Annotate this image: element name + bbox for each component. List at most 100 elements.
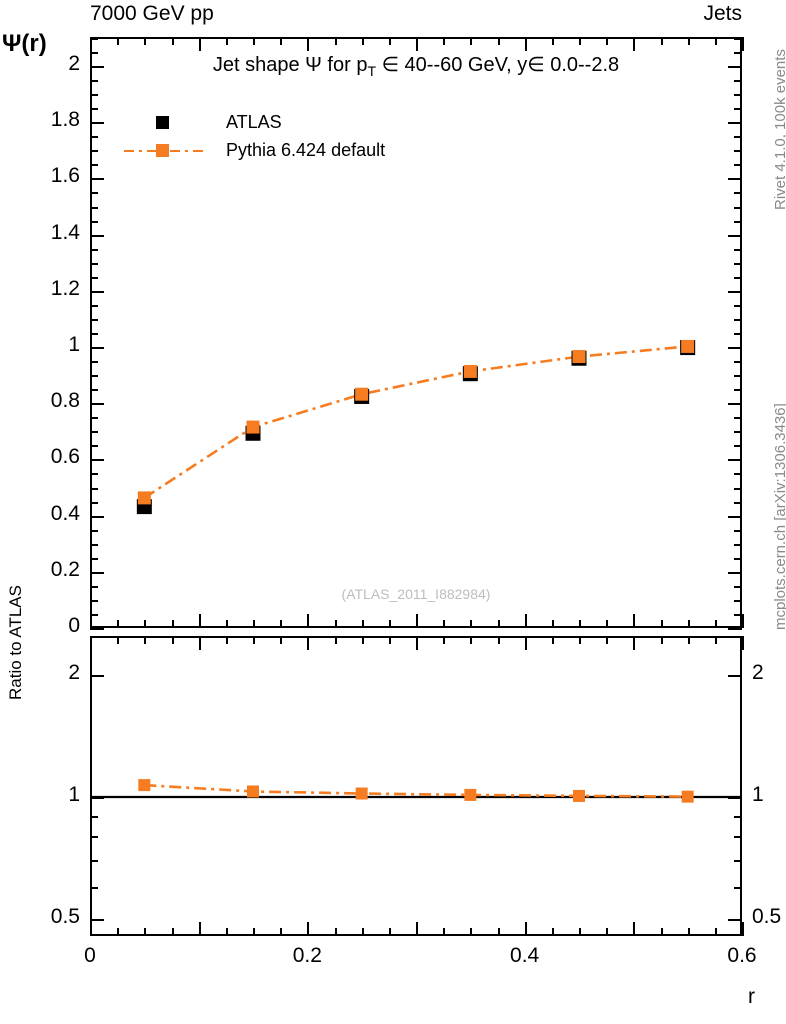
axis-tick bbox=[661, 636, 663, 644]
analysis-watermark: (ATLAS_2011_I882984) bbox=[341, 586, 491, 602]
axis-tick bbox=[734, 544, 742, 546]
plot-title: Jet shape Ψ for pT ∈ 40--60 GeV, y∈ 0.0-… bbox=[90, 52, 742, 79]
axis-tick bbox=[734, 136, 742, 138]
axis-tick bbox=[253, 928, 255, 936]
axis-tick bbox=[362, 928, 364, 936]
axis-tick bbox=[90, 445, 98, 447]
axis-tick bbox=[90, 361, 98, 363]
legend-label-atlas: ATLAS bbox=[226, 111, 282, 132]
axis-tick bbox=[416, 614, 418, 628]
axis-tick bbox=[90, 544, 98, 546]
axis-tick bbox=[728, 403, 742, 405]
axis-tick bbox=[90, 675, 104, 677]
axis-tick bbox=[117, 928, 119, 936]
axis-tick bbox=[470, 620, 472, 628]
axis-tick bbox=[734, 586, 742, 588]
axis-tick-label: 1 bbox=[752, 783, 764, 806]
axis-tick bbox=[90, 52, 98, 54]
axis-tick bbox=[90, 586, 98, 588]
axis-tick bbox=[117, 620, 119, 628]
axis-tick bbox=[498, 636, 500, 644]
axis-tick bbox=[226, 928, 228, 936]
axis-tick bbox=[416, 37, 418, 51]
square-marker-icon bbox=[156, 116, 169, 129]
legend-item-atlas[interactable]: ATLAS bbox=[118, 108, 385, 136]
mc-curve-main bbox=[143, 345, 688, 499]
data-point-pythia bbox=[137, 491, 151, 505]
axis-tick bbox=[734, 221, 742, 223]
axis-tick bbox=[280, 620, 282, 628]
axis-tick bbox=[90, 530, 98, 532]
axis-tick bbox=[728, 291, 742, 293]
axis-tick bbox=[734, 816, 742, 818]
ratio-point-pythia bbox=[247, 785, 259, 798]
ratio-point-pythia bbox=[138, 779, 151, 792]
axis-tick bbox=[389, 928, 391, 936]
axis-tick bbox=[90, 94, 98, 96]
legend-label-pythia: Pythia 6.424 default bbox=[226, 139, 386, 160]
axis-tick bbox=[734, 207, 742, 209]
axis-tick bbox=[715, 636, 717, 644]
axis-tick bbox=[90, 816, 98, 818]
axis-tick bbox=[335, 636, 337, 644]
axis-tick bbox=[389, 37, 391, 45]
axis-tick-label: 0 bbox=[84, 944, 96, 967]
axis-tick bbox=[742, 636, 744, 650]
axis-tick bbox=[715, 620, 717, 628]
axis-tick bbox=[734, 164, 742, 166]
axis-tick bbox=[90, 178, 104, 180]
axis-tick bbox=[90, 614, 98, 616]
axis-tick bbox=[307, 636, 309, 650]
axis-tick bbox=[90, 221, 98, 223]
axis-tick bbox=[90, 192, 98, 194]
legend-key-atlas bbox=[118, 112, 214, 132]
axis-tick bbox=[90, 887, 98, 889]
data-point-pythia bbox=[355, 387, 369, 401]
ratio-plot-panel bbox=[90, 636, 742, 936]
axis-tick bbox=[728, 459, 742, 461]
legend-item-pythia[interactable]: Pythia 6.424 default bbox=[118, 136, 385, 164]
axis-tick-label: 0.4 bbox=[50, 502, 80, 525]
axis-tick-label: 1.4 bbox=[50, 221, 80, 244]
axis-tick bbox=[734, 836, 742, 838]
axis-tick bbox=[307, 37, 309, 51]
axis-tick bbox=[734, 319, 742, 321]
axis-tick bbox=[280, 636, 282, 644]
axis-tick bbox=[728, 572, 742, 574]
main-y-axis-label: Ψ(r) bbox=[2, 30, 47, 57]
axis-tick bbox=[90, 122, 104, 124]
ratio-point-pythia bbox=[573, 789, 585, 802]
axis-tick bbox=[172, 620, 174, 628]
axis-tick bbox=[90, 919, 104, 921]
axis-tick-label: 2 bbox=[752, 661, 764, 684]
axis-tick bbox=[498, 37, 500, 45]
axis-tick bbox=[606, 636, 608, 644]
axis-tick bbox=[734, 887, 742, 889]
axis-tick bbox=[734, 614, 742, 616]
axis-tick bbox=[633, 636, 635, 650]
axis-tick bbox=[144, 37, 146, 45]
axis-tick bbox=[335, 37, 337, 45]
axis-tick bbox=[117, 636, 119, 644]
axis-tick bbox=[443, 620, 445, 628]
axis-tick bbox=[728, 628, 742, 630]
axis-tick bbox=[688, 928, 690, 936]
data-point-pythia bbox=[246, 420, 260, 434]
axis-tick bbox=[172, 37, 174, 45]
axis-tick bbox=[199, 636, 201, 650]
axis-tick bbox=[525, 614, 527, 628]
axis-tick-label: 0.5 bbox=[752, 905, 782, 928]
axis-tick bbox=[253, 620, 255, 628]
axis-tick bbox=[470, 636, 472, 644]
axis-tick bbox=[90, 389, 98, 391]
axis-tick bbox=[90, 636, 92, 650]
axis-tick bbox=[688, 620, 690, 628]
axis-tick-label: 1.6 bbox=[50, 164, 80, 187]
data-point-pythia bbox=[463, 364, 477, 378]
axis-tick bbox=[734, 52, 742, 54]
axis-tick bbox=[734, 473, 742, 475]
axis-tick-label: 0.2 bbox=[50, 558, 80, 581]
axis-tick bbox=[742, 37, 744, 51]
axis-tick bbox=[90, 922, 92, 936]
